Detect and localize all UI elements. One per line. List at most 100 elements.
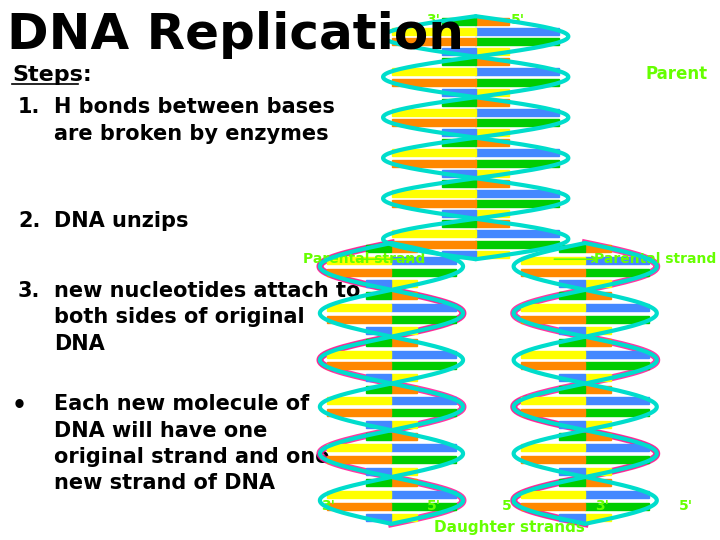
Bar <box>521 350 585 357</box>
Bar <box>442 139 476 146</box>
Bar <box>521 491 585 498</box>
Bar <box>559 433 585 440</box>
Bar <box>391 503 456 510</box>
Bar <box>475 159 559 166</box>
Bar <box>559 480 585 487</box>
Bar <box>391 433 417 440</box>
Bar <box>559 327 585 334</box>
Bar <box>585 468 611 475</box>
Text: Steps:: Steps: <box>12 65 91 85</box>
Bar <box>475 220 509 227</box>
Bar <box>559 515 585 522</box>
Bar <box>559 386 585 393</box>
Bar <box>442 99 476 106</box>
Bar <box>392 28 476 35</box>
Bar <box>392 200 476 207</box>
Bar <box>391 327 417 334</box>
Bar <box>585 245 611 252</box>
Bar <box>585 315 649 322</box>
Bar <box>366 280 392 287</box>
Text: Each new molecule of
DNA will have one
original strand and one
new strand of DNA: Each new molecule of DNA will have one o… <box>54 394 329 494</box>
Bar <box>475 129 509 136</box>
Bar <box>392 109 476 116</box>
Bar <box>475 210 509 217</box>
Bar <box>559 339 585 346</box>
Bar <box>475 251 509 258</box>
Bar <box>392 69 476 76</box>
Bar <box>585 280 611 287</box>
Text: Parental strand: Parental strand <box>303 252 426 266</box>
Bar <box>391 269 456 276</box>
Bar <box>585 421 611 428</box>
Bar <box>366 339 392 346</box>
Bar <box>585 339 611 346</box>
Bar <box>442 58 476 65</box>
Bar <box>585 327 611 334</box>
Bar <box>585 257 649 264</box>
Bar <box>327 444 392 451</box>
Bar <box>391 315 456 322</box>
Text: 5': 5' <box>679 499 693 513</box>
Bar <box>366 292 392 299</box>
Bar <box>585 444 649 451</box>
Bar <box>391 339 417 346</box>
Bar <box>366 468 392 475</box>
Text: Parental strand: Parental strand <box>593 252 716 266</box>
Bar <box>327 362 392 369</box>
Bar <box>475 28 559 35</box>
Bar <box>559 245 585 252</box>
Bar <box>475 99 509 106</box>
Bar <box>475 190 559 197</box>
Bar <box>521 456 585 463</box>
Bar <box>475 119 559 126</box>
Bar <box>391 480 417 487</box>
Bar <box>585 292 611 299</box>
Bar <box>475 180 509 187</box>
Bar <box>521 397 585 404</box>
Bar <box>392 78 476 85</box>
Bar <box>475 139 509 146</box>
Bar <box>442 129 476 136</box>
Bar <box>585 433 611 440</box>
Bar <box>392 159 476 166</box>
Bar <box>475 58 509 65</box>
Bar <box>366 515 392 522</box>
Bar <box>327 397 392 404</box>
Bar <box>366 374 392 381</box>
Bar <box>442 170 476 177</box>
Bar <box>366 245 392 252</box>
Bar <box>585 456 649 463</box>
Bar <box>391 292 417 299</box>
Bar <box>391 245 417 252</box>
Bar <box>585 374 611 381</box>
Bar <box>585 269 649 276</box>
Bar <box>391 257 456 264</box>
Bar <box>475 109 559 116</box>
Bar <box>391 386 417 393</box>
Bar <box>521 362 585 369</box>
Bar <box>475 150 559 157</box>
Bar <box>366 433 392 440</box>
Bar <box>559 280 585 287</box>
Bar <box>391 374 417 381</box>
Bar <box>391 362 456 369</box>
Text: Daughter strands: Daughter strands <box>434 519 585 535</box>
Bar <box>559 468 585 475</box>
Bar <box>366 421 392 428</box>
Bar <box>392 38 476 45</box>
Bar <box>475 48 509 55</box>
Text: 3': 3' <box>426 14 441 28</box>
Bar <box>442 18 476 25</box>
Bar <box>559 374 585 381</box>
Bar <box>391 491 456 498</box>
Bar <box>521 269 585 276</box>
Bar <box>327 350 392 357</box>
Bar <box>391 397 456 404</box>
Bar <box>327 456 392 463</box>
Bar <box>391 421 417 428</box>
Bar <box>391 350 456 357</box>
Text: 5': 5' <box>510 14 525 28</box>
Bar <box>585 491 649 498</box>
Bar <box>327 269 392 276</box>
Bar <box>585 350 649 357</box>
